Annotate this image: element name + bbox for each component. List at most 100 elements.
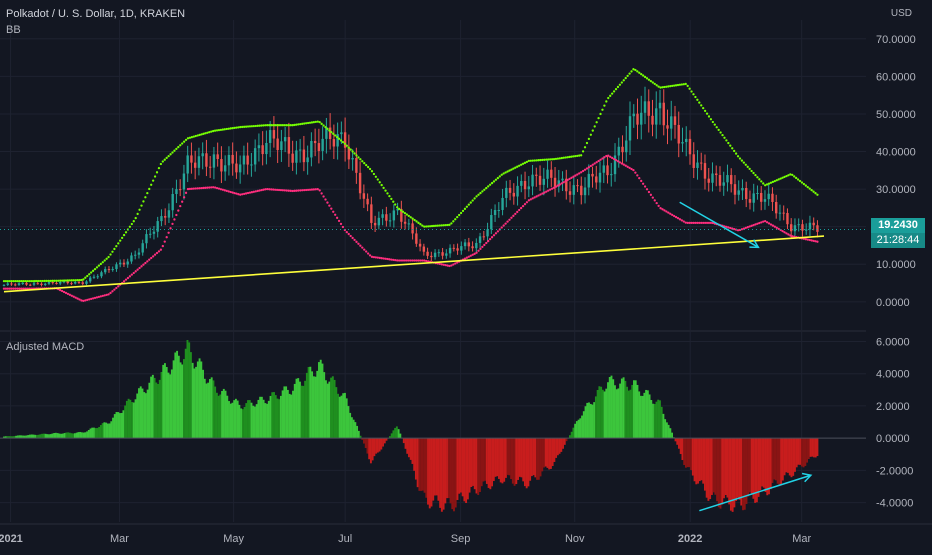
bb-upper-point [711,120,715,124]
bb-lower-point [771,224,775,227]
bb-lower-point [175,213,178,217]
bb-lower-point [128,275,132,278]
bb-lower-point [762,220,765,223]
candle-body [475,242,478,249]
bb-lower-point [401,259,405,262]
bb-lower-point [574,174,577,177]
bb-lower-point [502,224,505,227]
bb-upper-point [204,132,207,135]
bb-lower-point [212,186,215,189]
bb-upper-point [456,215,459,219]
bb-lower-point [132,271,135,275]
candle-body [310,140,313,158]
bb-upper-point [47,279,50,283]
candle-body [343,132,347,148]
price-panel [0,68,866,303]
macd-panel [0,340,866,512]
bb-lower-point [446,264,449,267]
bb-upper-point [136,212,139,216]
bb-lower-point [341,225,345,229]
bb-lower-point [84,299,87,302]
bb-lower-point [372,255,376,259]
bb-upper-point [576,154,579,157]
bb-lower-point [647,190,651,194]
candle-body [490,215,493,230]
bb-upper-point [674,84,678,87]
bb-lower-point [394,258,397,262]
macd-tick-label: -2.0000 [876,465,913,477]
bb-lower-point [301,189,304,192]
bb-upper-point [341,140,345,144]
bb-lower-point [291,189,294,193]
bb-upper-point [177,145,180,149]
bb-upper-point [194,134,197,138]
bb-upper-point [84,276,87,279]
bb-upper-point [682,83,685,86]
bb-upper-point [463,207,467,210]
bb-lower-point [516,210,519,214]
bb-lower-point [700,221,703,225]
bb-lower-point [763,219,767,223]
bb-upper-point [537,159,540,162]
bb-upper-point [388,195,391,198]
bb-lower-point [221,188,225,191]
bb-upper-point [45,279,48,283]
bb-lower-point [655,201,658,205]
candle-body [55,282,58,284]
bb-lower-point [415,259,418,262]
bb-lower-point [246,191,250,195]
candle-body [2,284,6,286]
bb-upper-point [523,161,527,164]
bb-lower-point [783,231,786,234]
bb-lower-point [444,264,447,267]
bb-lower-point [425,259,428,263]
bb-upper-point [93,267,97,271]
bb-upper-point [570,155,573,158]
bb-upper-point [628,72,631,75]
bb-indicator-label[interactable]: BB [6,24,21,36]
candle-body [51,282,54,284]
bb-upper-point [124,231,128,234]
bb-upper-point [384,189,387,192]
bb-upper-point [91,269,95,272]
bb-upper-point [72,279,75,282]
bb-lower-point [217,187,221,190]
bb-lower-point [423,259,426,262]
macd-indicator-label[interactable]: Adjusted MACD [6,341,85,353]
bb-lower-point [450,264,453,267]
candle-body [542,178,545,185]
bb-upper-point [217,128,221,132]
bb-lower-point [665,210,668,213]
bb-upper-point [128,225,132,228]
bb-lower-point [90,297,93,301]
candle-body [370,204,373,223]
bb-lower-point [812,239,815,243]
bb-upper-point [781,176,784,179]
bb-lower-point [696,221,699,225]
bb-lower-point [182,196,186,199]
bb-upper-point [556,157,560,160]
candle-body [92,276,96,278]
bb-upper-point [272,124,275,127]
bb-lower-point [22,287,25,290]
bb-lower-point [202,186,205,190]
price-tick-label: 60.0000 [876,71,916,83]
bb-upper-point [151,179,155,182]
bb-lower-point [380,257,383,260]
bb-lower-point [272,188,275,191]
bb-upper-point [221,128,225,131]
candle-body [156,221,159,232]
candle-body [456,248,459,251]
bb-lower-point [109,291,112,295]
candle-body [617,146,620,156]
bb-lower-point [66,292,70,296]
bb-lower-point [241,193,244,196]
bb-upper-point [814,192,817,195]
bb-lower-point [686,221,689,225]
bb-upper-point [165,156,168,160]
bb-upper-point [12,280,15,283]
bb-lower-point [115,286,118,290]
candle-body [14,284,17,286]
bb-lower-point [70,294,73,297]
bb-lower-point [620,162,623,165]
